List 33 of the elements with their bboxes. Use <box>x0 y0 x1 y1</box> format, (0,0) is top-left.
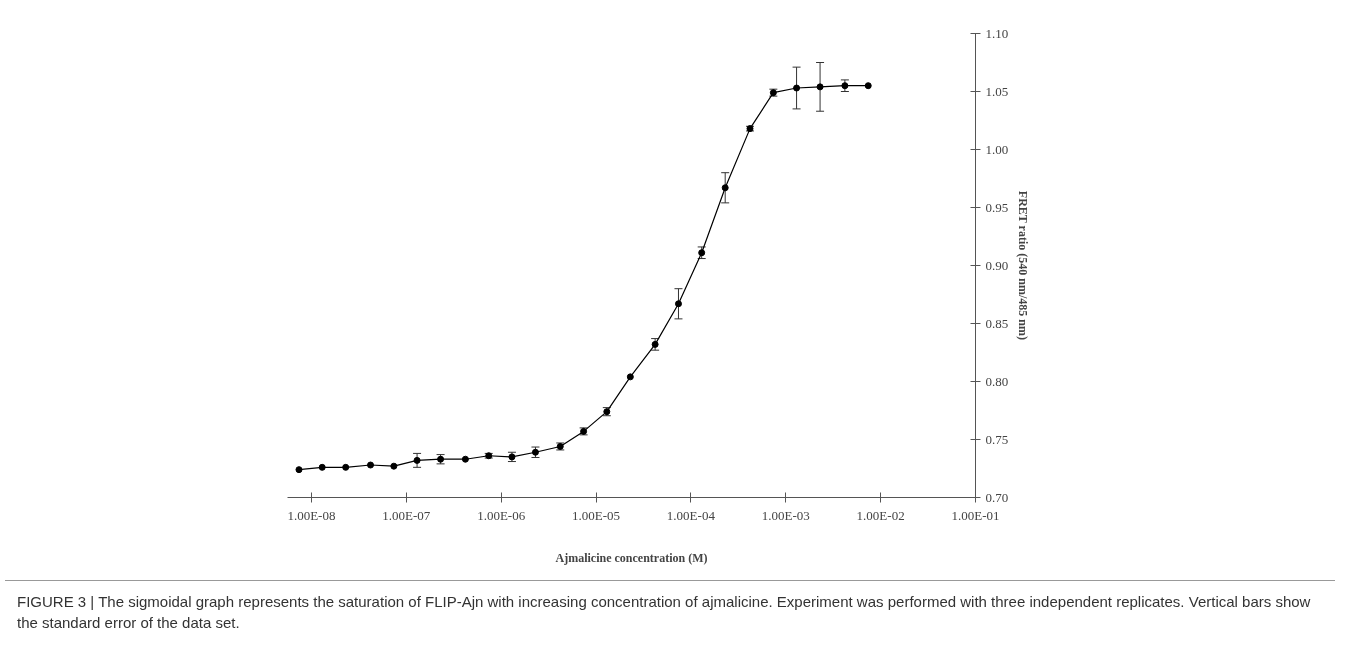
x-tick-label: 1.00E-02 <box>856 507 905 523</box>
y-axis-title: FRET ratio (540 nm/485 nm) <box>1016 190 1031 340</box>
y-tick-label: 1.05 <box>985 83 1009 99</box>
x-tick-label: 1.00E-04 <box>666 507 716 523</box>
point <box>793 84 801 92</box>
x-tick-label: 1.00E-07 <box>382 507 431 523</box>
y-tick-label: 1.10 <box>985 25 1009 41</box>
point <box>413 456 421 464</box>
point <box>461 455 469 463</box>
point <box>342 463 350 471</box>
point <box>318 463 326 471</box>
x-tick-label: 1.00E-03 <box>761 507 810 523</box>
y-tick-label: 0.95 <box>985 199 1009 215</box>
x-axis-title: Ajmalicine concentration (M) <box>555 550 708 565</box>
point <box>864 82 872 90</box>
point <box>721 184 729 192</box>
point <box>626 373 634 381</box>
caption: FIGURE 3 | The sigmoidal graph represents the saturation of FLIP-Ajn with increasing concentration of ajmalicine. Experiment was performed with three independent replicates. Vertical bars show the standard error of the data set. <box>17 592 1312 634</box>
point <box>816 83 824 91</box>
point <box>674 300 682 308</box>
y-tick-label: 0.90 <box>985 257 1009 273</box>
x-tick-label: 1.00E-08 <box>287 507 336 523</box>
x-tick-label: 1.00E-01 <box>951 507 1000 523</box>
point <box>367 461 375 469</box>
point <box>295 466 303 474</box>
y-tick-label: 0.80 <box>985 373 1009 389</box>
y-tick-label: 0.70 <box>985 489 1009 505</box>
point <box>390 462 398 470</box>
x-tick-label: 1.00E-05 <box>572 507 621 523</box>
y-tick-label: 0.85 <box>985 315 1009 331</box>
y-tick-label: 0.75 <box>985 431 1009 447</box>
y-tick-label: 1.00 <box>985 141 1009 157</box>
x-tick-label: 1.00E-06 <box>477 507 526 523</box>
